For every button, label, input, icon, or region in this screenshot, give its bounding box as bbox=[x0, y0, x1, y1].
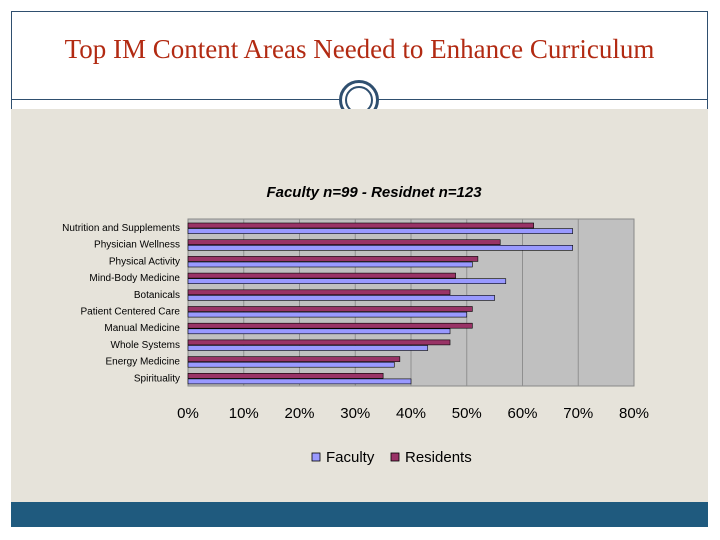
bar-residents bbox=[187, 289, 451, 296]
bar-residents bbox=[187, 239, 501, 245]
category-label: Energy Medicine bbox=[106, 357, 181, 368]
legend-swatch-faculty bbox=[311, 452, 321, 462]
category-label: Nutrition and Supplements bbox=[62, 223, 180, 234]
category-label: Botanicals bbox=[134, 290, 180, 301]
bar-faculty bbox=[187, 345, 429, 351]
bars bbox=[187, 222, 573, 385]
legend-label-residents: Residents bbox=[405, 449, 472, 466]
x-tick-label: 30% bbox=[340, 405, 370, 422]
legend-swatch-residents bbox=[390, 452, 400, 462]
x-tick-label: 50% bbox=[452, 405, 482, 422]
x-tick-label: 0% bbox=[177, 405, 199, 422]
category-label: Manual Medicine bbox=[104, 323, 180, 334]
x-tick-label: 70% bbox=[563, 405, 593, 422]
bar-residents bbox=[187, 339, 451, 346]
bar-residents bbox=[187, 256, 479, 262]
category-labels: Nutrition and Supplements Physician Welln… bbox=[62, 223, 180, 384]
bar-faculty bbox=[187, 228, 573, 234]
category-label: Spirituality bbox=[134, 373, 180, 384]
x-tick-label: 20% bbox=[284, 405, 314, 422]
x-tick-label: 60% bbox=[507, 405, 537, 422]
bar-faculty bbox=[187, 378, 412, 385]
chart-title: Faculty n=99 - Residnet n=123 bbox=[266, 184, 482, 201]
bar-residents bbox=[187, 372, 384, 379]
category-label: Whole Systems bbox=[111, 340, 180, 351]
x-tick-label: 10% bbox=[229, 405, 259, 422]
x-tick-label: 80% bbox=[619, 405, 649, 422]
bar-residents bbox=[187, 222, 534, 229]
x-tick-label: 40% bbox=[396, 405, 426, 422]
bar-faculty bbox=[187, 328, 451, 335]
category-label: Physical Activity bbox=[109, 256, 180, 267]
category-label: Mind-Body Medicine bbox=[89, 273, 180, 284]
bar-residents bbox=[187, 356, 401, 362]
bar-faculty bbox=[187, 245, 573, 251]
bar-residents bbox=[187, 306, 473, 312]
bar-faculty bbox=[187, 278, 507, 285]
legend-label-faculty: Faculty bbox=[326, 449, 375, 466]
legend: Faculty Residents bbox=[311, 449, 472, 466]
bar-faculty bbox=[187, 261, 473, 268]
slide-title: Top IM Content Areas Needed to Enhance C… bbox=[64, 34, 655, 64]
bar-residents bbox=[187, 272, 456, 279]
footer-bar bbox=[11, 502, 708, 527]
bar-faculty bbox=[187, 311, 468, 318]
bar-faculty bbox=[187, 361, 395, 368]
category-label: Physician Wellness bbox=[94, 240, 180, 251]
bar-faculty bbox=[187, 295, 495, 301]
category-label: Patient Centered Care bbox=[80, 307, 180, 318]
x-tick-labels: 0% 10% 20% 30% 40% 50% 60% 70% 80% bbox=[177, 405, 649, 422]
bar-residents bbox=[187, 322, 473, 329]
